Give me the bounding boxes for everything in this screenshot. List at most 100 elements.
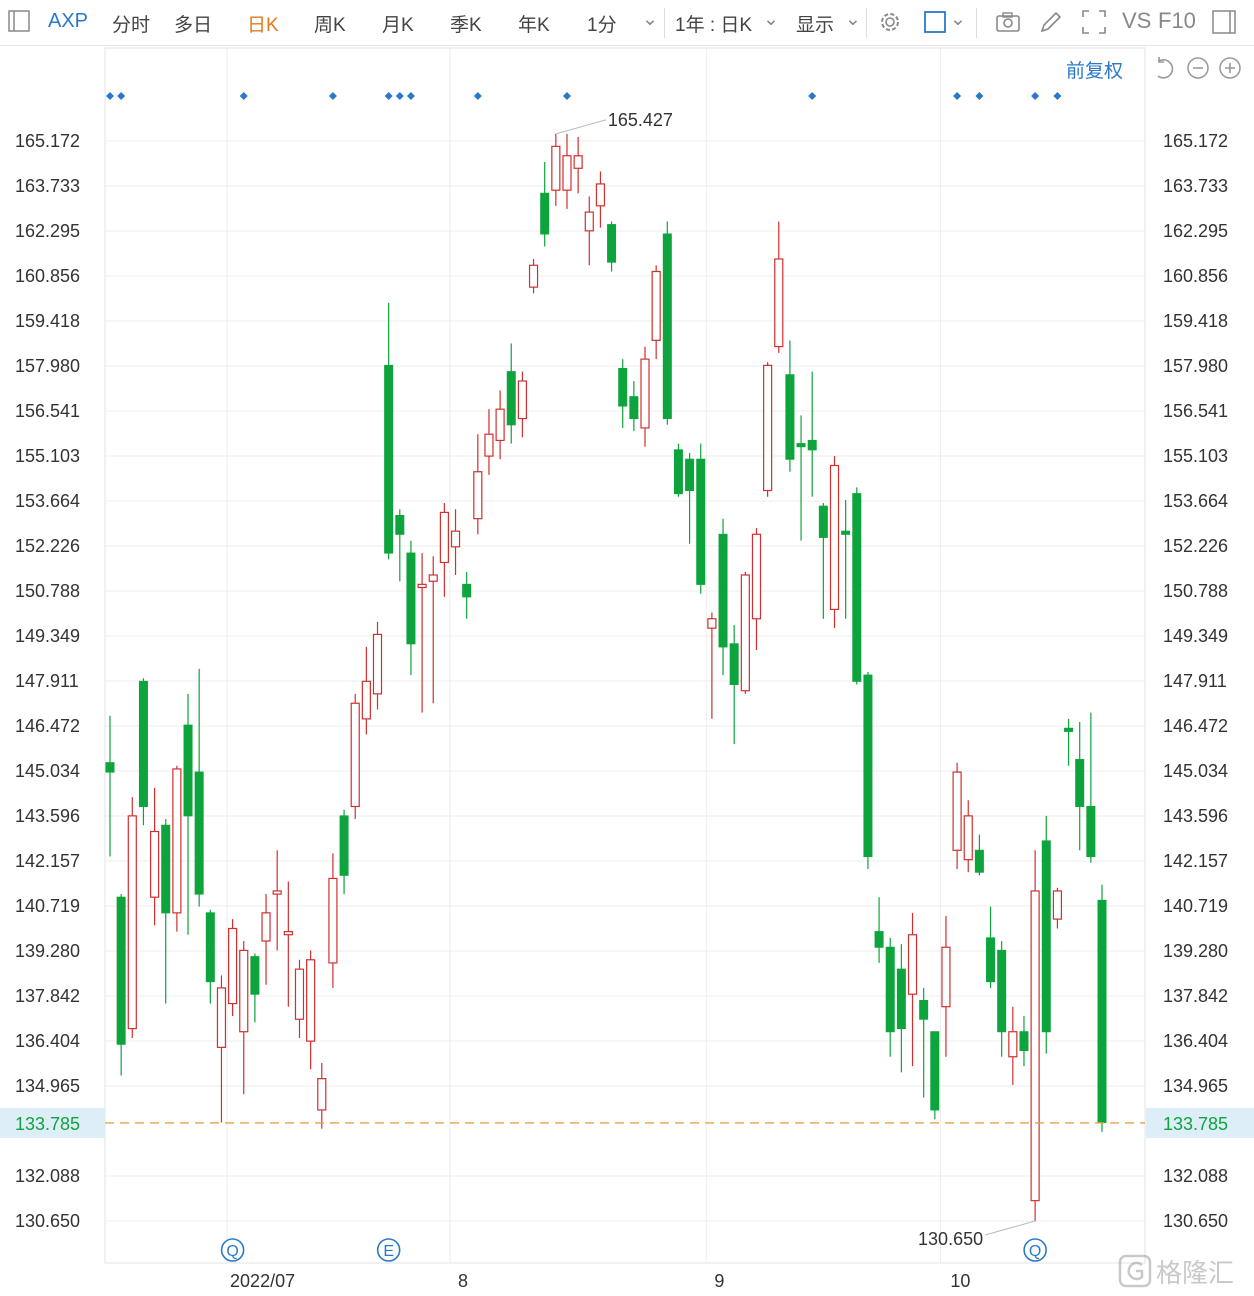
candle-body <box>540 192 550 235</box>
candle-down <box>406 540 416 676</box>
candle-body <box>584 211 594 232</box>
candle-up <box>551 133 561 206</box>
candle-body <box>640 358 650 429</box>
y-tick-label: 163.733 <box>15 176 80 196</box>
candle-body <box>562 155 572 191</box>
fullscreen-icon[interactable] <box>1080 8 1108 36</box>
y-tick-label: 152.226 <box>1163 536 1228 556</box>
candle-body <box>473 471 483 520</box>
candle-down <box>874 897 884 963</box>
stock-symbol[interactable]: AXP <box>48 10 89 32</box>
candle-body <box>907 934 918 995</box>
candle-up <box>963 800 973 873</box>
gear-icon[interactable] <box>876 8 904 36</box>
f10-button[interactable]: F10 <box>1158 8 1196 33</box>
y-tick-label: 145.034 <box>15 761 80 781</box>
y-tick-label: 157.980 <box>15 356 80 376</box>
candle-body <box>852 493 862 682</box>
zoom-out-icon[interactable] <box>1184 54 1212 82</box>
candle-down <box>138 678 148 826</box>
undo-icon[interactable] <box>1150 54 1178 82</box>
y-tick-label: 149.349 <box>15 626 80 646</box>
candle-down <box>105 715 115 857</box>
y-tick-label: 152.226 <box>15 536 80 556</box>
tab-fenshi[interactable]: 分时 <box>112 15 151 36</box>
y-tick-label: 155.103 <box>15 446 80 466</box>
vs-button[interactable]: VS <box>1122 8 1152 33</box>
candle-down <box>506 343 516 444</box>
candle-body <box>395 515 405 535</box>
candle-body <box>829 464 840 610</box>
chevron-down-icon[interactable]: ⌄ <box>950 9 966 30</box>
candle-up <box>149 787 160 926</box>
y-tick-label: 140.719 <box>15 896 80 916</box>
y-tick-label: 130.650 <box>15 1211 80 1231</box>
chevron-down-icon[interactable]: ⌄ <box>763 9 779 30</box>
candle-up <box>528 259 539 294</box>
divider <box>664 8 665 38</box>
pencil-icon[interactable] <box>1037 8 1065 36</box>
candle-down <box>1086 712 1096 863</box>
zoom-in-icon[interactable] <box>1216 54 1244 82</box>
candle-up <box>595 171 606 228</box>
candle-body <box>718 533 728 648</box>
tab-weekly-k[interactable]: 周K <box>314 15 346 36</box>
adjust-mode-button[interactable]: 前复权 <box>1066 61 1124 82</box>
candle-up <box>439 503 449 597</box>
candle-up <box>239 941 249 1095</box>
y-tick-label: 153.664 <box>1163 491 1228 511</box>
candle-body <box>952 771 962 851</box>
sidebar-toggle-icon[interactable] <box>6 8 34 36</box>
tab-daily-k[interactable]: 日K <box>247 15 279 36</box>
chevron-down-icon[interactable]: ⌄ <box>642 9 658 30</box>
x-axis: 2022/07 8 9 10 <box>230 1271 970 1291</box>
event-diamond <box>384 92 393 100</box>
candle-up <box>473 434 483 535</box>
candle-body <box>283 931 293 936</box>
event-diamond <box>473 92 482 100</box>
candle-body <box>863 674 873 858</box>
camera-icon[interactable] <box>994 8 1022 36</box>
tab-1min[interactable]: 1分 <box>587 15 617 36</box>
y-tick-label: 153.664 <box>15 491 80 511</box>
shape-icon[interactable] <box>921 8 949 36</box>
divider <box>976 8 977 38</box>
candle-body <box>116 896 126 1045</box>
tab-quarterly-k[interactable]: 季K <box>450 15 482 36</box>
candle-up <box>941 915 951 1057</box>
y-tick-label: 159.418 <box>15 311 80 331</box>
event-diamond <box>975 92 984 100</box>
candle-up <box>428 556 438 704</box>
candle-down <box>841 499 851 619</box>
candle-body <box>261 912 271 942</box>
candle-body <box>528 264 539 288</box>
panel-toggle-icon[interactable] <box>1210 8 1238 36</box>
tab-monthly-k[interactable]: 月K <box>382 15 414 36</box>
candle-down <box>629 381 639 432</box>
candle-down <box>885 937 895 1057</box>
candle-body <box>339 815 349 876</box>
range-select[interactable]: 1年 : 日K <box>675 15 753 36</box>
event-diamond <box>808 92 817 100</box>
candle-body <box>1064 727 1074 732</box>
y-tick-label: 142.157 <box>15 851 80 871</box>
candle-up <box>484 409 494 475</box>
candle-body <box>963 815 973 861</box>
chevron-down-icon[interactable]: ⌄ <box>845 9 861 30</box>
candle-down <box>818 503 828 619</box>
y-tick-label: 134.965 <box>1163 1076 1228 1096</box>
candle-body <box>1008 1031 1018 1058</box>
display-select[interactable]: 显示 <box>796 15 835 36</box>
event-diamond <box>328 92 337 100</box>
candle-body <box>1030 890 1040 1202</box>
candle-up <box>228 919 238 1017</box>
tab-yearly-k[interactable]: 年K <box>518 15 550 36</box>
candle-body <box>729 643 739 685</box>
tab-duori[interactable]: 多日 <box>174 15 213 36</box>
candle-down <box>116 894 126 1076</box>
y-tick-label: 136.404 <box>15 1031 80 1051</box>
candle-body <box>1019 1031 1029 1052</box>
y-tick-label: 160.856 <box>15 266 80 286</box>
